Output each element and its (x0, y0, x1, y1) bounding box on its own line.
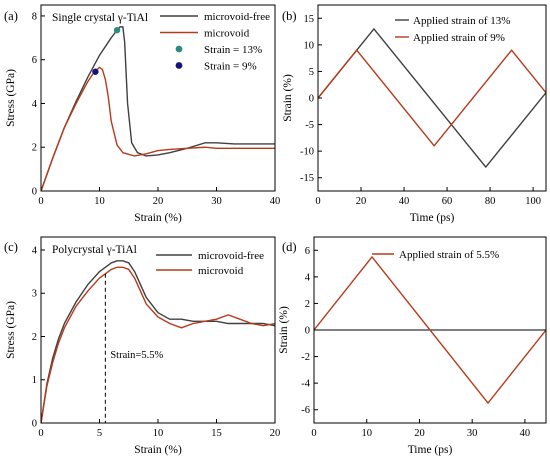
x-tick-label: 40 (270, 196, 281, 207)
x-tick-label: 30 (467, 428, 478, 439)
y-tick-label: 6 (305, 246, 310, 257)
x-tick-label: 40 (520, 428, 531, 439)
y-axis-title: Stress (GPa) (5, 301, 17, 359)
legend-label: Strain = 13% (204, 44, 262, 56)
x-tick-label: 15 (211, 428, 222, 439)
x-tick-label: 100 (525, 196, 541, 207)
legend-marker (175, 62, 183, 69)
x-tick-label: 20 (414, 428, 425, 439)
x-tick-label: 5 (97, 428, 102, 439)
x-tick-label: 40 (399, 196, 410, 207)
legend: Applied strain of 13% Applied strain of 9… (395, 15, 510, 44)
y-tick-label: -4 (301, 379, 310, 390)
x-axis-title: Time (ps) (410, 212, 455, 224)
y-tick-label: 4 (32, 245, 38, 256)
series-line-1 (314, 256, 546, 404)
legend: microvoid-free microvoid (156, 250, 264, 277)
legend-label: microvoid-free (198, 250, 264, 262)
x-tick-label: 20 (270, 428, 281, 439)
y-tick-label: 0 (32, 187, 37, 198)
chart-panel-a: 0 10 20 30 40 0 2 4 6 8 Strain (%) Stress (GPa) (a) S… (4, 4, 281, 224)
y-tick-label: 0 (305, 326, 310, 337)
y-tick-label: 15 (304, 14, 315, 25)
x-tick-label: 0 (38, 428, 43, 439)
y-tick-label: 4 (305, 272, 311, 283)
y-tick-label: 2 (32, 143, 37, 154)
x-tick-label: 60 (442, 196, 453, 207)
x-axis-title: Time (ps) (408, 444, 453, 456)
x-tick-label: 0 (311, 428, 316, 439)
chart-panel-c: Strain=5.5% 0 5 10 15 20 0 1 2 3 4 Strain (%) Stress… (4, 236, 281, 456)
y-axis-title: Strain (%) (278, 306, 290, 354)
x-tick-label: 10 (361, 428, 372, 439)
legend-label: Strain = 9% (204, 61, 257, 73)
y-tick-label: -2 (301, 352, 310, 363)
y-tick-label: -5 (305, 120, 314, 131)
panel-label: (d) (282, 240, 297, 254)
legend: microvoid-free microvoid Strain = 13% Strai… (160, 11, 270, 73)
x-tick-label: 0 (315, 196, 320, 207)
marker-point-2 (92, 68, 99, 75)
panel-label: (b) (282, 9, 297, 23)
y-tick-label: -10 (300, 147, 314, 158)
chart-panel-b: 0 20 40 60 80 100 -15 -10 -5 0 5 10 15 Time (ps) Strai… (282, 4, 547, 224)
legend-label: microvoid (198, 265, 244, 277)
x-tick-label: 0 (38, 196, 43, 207)
annotation-text: Strain=5.5% (110, 350, 163, 361)
legend-label: microvoid (204, 28, 250, 40)
y-tick-label: -15 (300, 173, 314, 184)
y-tick-label: 4 (32, 99, 38, 110)
y-axis-title: Stress (GPa) (5, 69, 17, 127)
panel-label: (c) (4, 240, 18, 254)
legend-label: microvoid-free (204, 11, 270, 23)
x-tick-label: 10 (153, 428, 164, 439)
panel-label: (a) (4, 9, 18, 23)
y-tick-label: -6 (301, 405, 310, 416)
y-tick-label: 2 (32, 332, 37, 343)
series-line-2 (41, 266, 275, 423)
y-tick-label: 3 (32, 289, 37, 300)
x-tick-label: 80 (485, 196, 496, 207)
legend: Applied strain of 5.5% (372, 249, 499, 261)
y-axis-title: Strain (%) (282, 74, 294, 122)
series-line-2 (318, 49, 546, 147)
chart-panel-d: 0 10 20 30 40 -6 -4 -2 0 2 4 6 Time (ps) Strain (%) (d… (278, 236, 547, 456)
legend-label: Applied strain of 9% (413, 32, 505, 44)
y-tick-label: 8 (32, 11, 37, 22)
x-tick-label: 20 (153, 196, 164, 207)
x-tick-label: 20 (356, 196, 367, 207)
y-tick-label: 0 (32, 419, 37, 430)
panel-title: Polycrystal γ-TiAl (52, 244, 137, 256)
y-tick-label: 1 (32, 375, 37, 386)
x-tick-label: 30 (211, 196, 222, 207)
y-tick-label: 0 (309, 94, 314, 105)
panel-title: Single crystal γ-TiAl (52, 12, 148, 24)
y-tick-label: 10 (304, 40, 315, 51)
x-axis-title: Strain (%) (134, 212, 182, 224)
y-tick-label: 5 (309, 67, 314, 78)
series-line-1 (41, 260, 275, 423)
series-line-2 (41, 66, 275, 191)
legend-label: Applied strain of 13% (413, 15, 510, 27)
series-line-1 (41, 26, 275, 191)
y-tick-label: 6 (32, 55, 37, 66)
legend-label: Applied strain of 5.5% (399, 249, 499, 261)
marker-point-1 (113, 26, 121, 34)
legend-marker (175, 45, 183, 53)
x-tick-label: 10 (94, 196, 105, 207)
y-tick-label: 2 (305, 299, 310, 310)
x-axis-title: Strain (%) (134, 444, 182, 456)
